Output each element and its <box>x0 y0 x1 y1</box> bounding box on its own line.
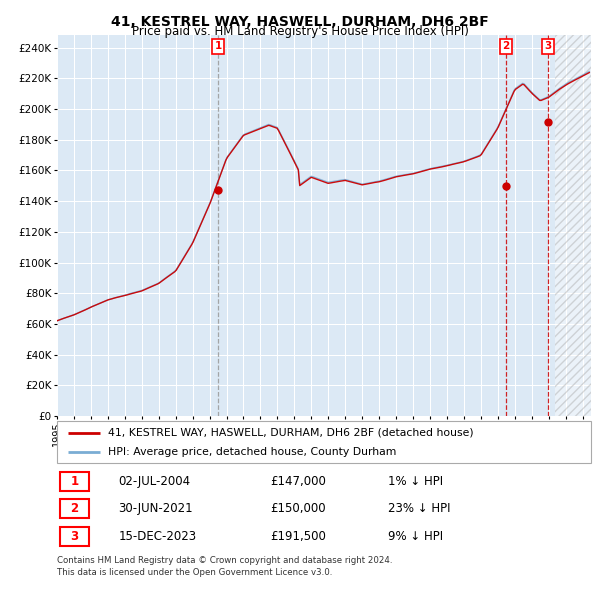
Text: £147,000: £147,000 <box>271 475 326 488</box>
Text: 1% ↓ HPI: 1% ↓ HPI <box>388 475 443 488</box>
Text: £191,500: £191,500 <box>271 530 326 543</box>
Text: 15-DEC-2023: 15-DEC-2023 <box>118 530 197 543</box>
Text: £150,000: £150,000 <box>271 502 326 516</box>
Text: 1: 1 <box>214 41 221 51</box>
Text: Contains HM Land Registry data © Crown copyright and database right 2024.
This d: Contains HM Land Registry data © Crown c… <box>57 556 392 577</box>
Text: 3: 3 <box>70 530 79 543</box>
Text: 23% ↓ HPI: 23% ↓ HPI <box>388 502 451 516</box>
FancyBboxPatch shape <box>59 472 89 491</box>
FancyBboxPatch shape <box>57 421 591 463</box>
Text: 1: 1 <box>70 475 79 488</box>
FancyBboxPatch shape <box>59 527 89 546</box>
Text: 2: 2 <box>503 41 510 51</box>
Text: 41, KESTREL WAY, HASWELL, DURHAM, DH6 2BF: 41, KESTREL WAY, HASWELL, DURHAM, DH6 2B… <box>111 15 489 30</box>
Text: 9% ↓ HPI: 9% ↓ HPI <box>388 530 443 543</box>
Bar <box>556 35 591 416</box>
Text: 41, KESTREL WAY, HASWELL, DURHAM, DH6 2BF (detached house): 41, KESTREL WAY, HASWELL, DURHAM, DH6 2B… <box>108 428 473 438</box>
Text: HPI: Average price, detached house, County Durham: HPI: Average price, detached house, Coun… <box>108 447 396 457</box>
Text: 2: 2 <box>70 502 79 516</box>
FancyBboxPatch shape <box>59 500 89 518</box>
Text: 30-JUN-2021: 30-JUN-2021 <box>118 502 193 516</box>
Text: 02-JUL-2004: 02-JUL-2004 <box>118 475 191 488</box>
Text: 3: 3 <box>544 41 551 51</box>
Text: Price paid vs. HM Land Registry's House Price Index (HPI): Price paid vs. HM Land Registry's House … <box>131 25 469 38</box>
